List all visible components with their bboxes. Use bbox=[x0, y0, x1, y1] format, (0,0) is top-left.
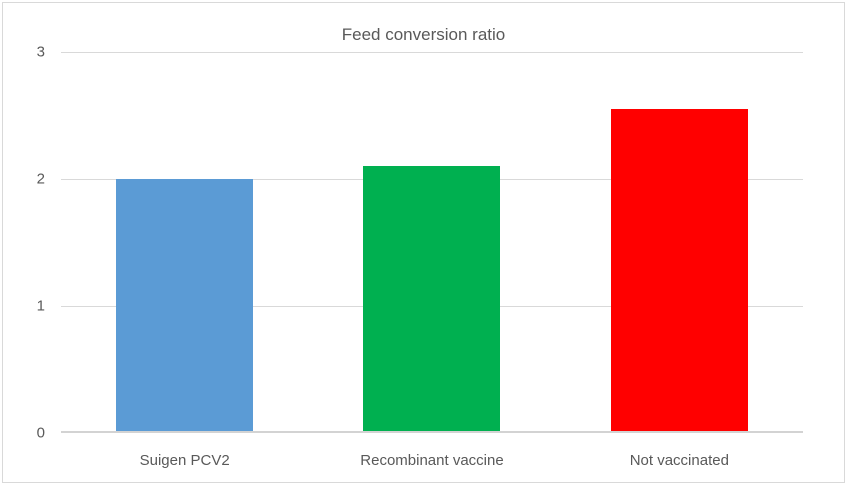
y-axis-tick-label-0: 0 bbox=[36, 424, 45, 442]
bar-slot-not-vaccinated bbox=[556, 52, 803, 433]
plot-area bbox=[61, 52, 803, 433]
bar-not-vaccinated bbox=[610, 109, 748, 433]
bar-recombinant-vaccine bbox=[363, 166, 501, 433]
x-axis-labels: Suigen PCV2 Recombinant vaccine Not vacc… bbox=[61, 451, 803, 471]
bar-suigen-pcv2 bbox=[116, 179, 254, 433]
category-label-suigen-pcv2: Suigen PCV2 bbox=[139, 452, 230, 469]
chart-frame: Feed conversion ratio 3 2 1 0 Suigen PCV… bbox=[2, 2, 845, 483]
bar-slot-recombinant-vaccine bbox=[308, 52, 555, 433]
y-axis-tick-label-3: 3 bbox=[36, 43, 45, 61]
y-axis-tick-label-2: 2 bbox=[36, 170, 45, 188]
x-axis-line bbox=[61, 431, 803, 433]
gridline-3 bbox=[61, 52, 803, 53]
bar-slot-suigen-pcv2 bbox=[61, 52, 308, 433]
bar-series bbox=[61, 52, 803, 433]
chart-title: Feed conversion ratio bbox=[341, 25, 506, 44]
category-label-recombinant-vaccine: Recombinant vaccine bbox=[360, 452, 504, 469]
y-axis-tick-label-1: 1 bbox=[36, 297, 45, 315]
category-label-not-vaccinated: Not vaccinated bbox=[629, 452, 729, 469]
